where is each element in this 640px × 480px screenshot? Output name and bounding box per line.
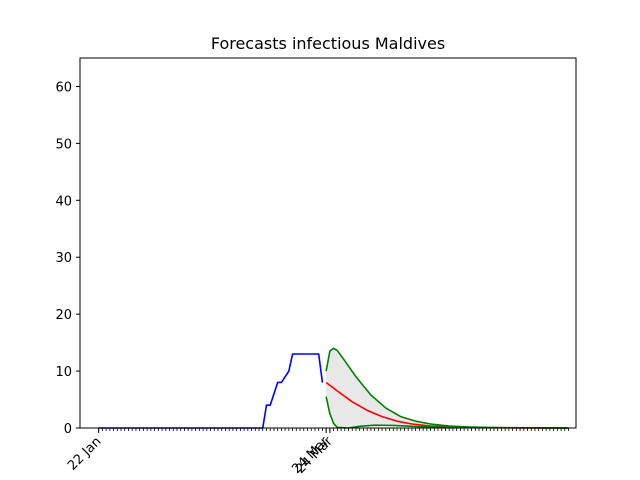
y-tick-label: 0 xyxy=(64,422,72,437)
series-line-0 xyxy=(98,353,324,429)
plot-frame xyxy=(79,57,577,429)
y-tick-label: 20 xyxy=(55,308,72,323)
plot-area xyxy=(98,347,569,429)
forecast-band xyxy=(326,348,569,428)
chart-title: Forecasts infectious Maldives xyxy=(211,34,445,53)
y-tick-label: 50 xyxy=(55,137,72,152)
series-line-2 xyxy=(325,347,569,429)
y-tick-label: 40 xyxy=(55,194,72,209)
y-tick-label: 60 xyxy=(55,80,72,95)
y-tick-label: 30 xyxy=(55,251,72,266)
series-line-3 xyxy=(325,396,569,429)
y-tick-label: 10 xyxy=(55,365,72,380)
